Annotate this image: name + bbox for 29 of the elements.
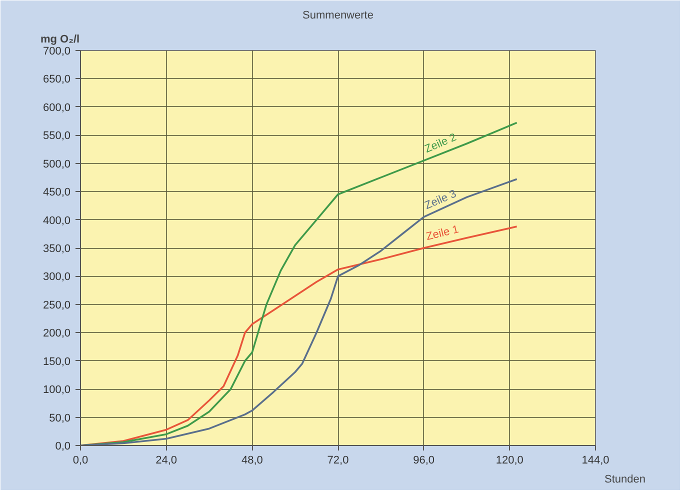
y-tick-label: 550,0 [42, 130, 71, 142]
x-tick-label: 144,0 [582, 454, 610, 466]
y-tick-label: 250,0 [42, 299, 71, 312]
y-tick-label: 700,0 [42, 46, 71, 58]
y-tick-label: 650,0 [42, 74, 71, 86]
x-tick-label: 0,0 [72, 454, 88, 466]
y-tick-label: 0,0 [55, 440, 71, 452]
y-tick-label: 150,0 [42, 356, 71, 368]
text: Zeile 1 [425, 224, 460, 243]
y-tick-label: 500,0 [42, 158, 71, 170]
x-tick-label: 120,0 [496, 454, 524, 466]
x-tick-label: 48,0 [241, 454, 263, 466]
y-tick-label: 200,0 [42, 328, 71, 340]
x-tick-label: 24,0 [156, 454, 178, 466]
y-tick-label: 450,0 [42, 186, 71, 199]
text: Zeile 3 [423, 188, 458, 212]
line-series [80, 178, 518, 446]
x-tick-label: 72,0 [327, 454, 349, 466]
y-tick-label: 300,0 [42, 271, 71, 284]
x-axis-title: Stunden [604, 474, 646, 486]
y-axis-title: mg O₂/l [40, 34, 80, 46]
chart-title: Summenwerte [302, 10, 374, 22]
y-tick-label: 600,0 [42, 102, 71, 114]
y-tick-label: 350,0 [42, 243, 71, 255]
y-tick-label: 100,0 [42, 384, 71, 396]
y-tick-label: 400,0 [42, 214, 71, 227]
y-tick-label: 50,0 [49, 412, 71, 424]
text: Zeile 2 [423, 131, 458, 156]
x-tick-label: 96,0 [413, 454, 435, 466]
